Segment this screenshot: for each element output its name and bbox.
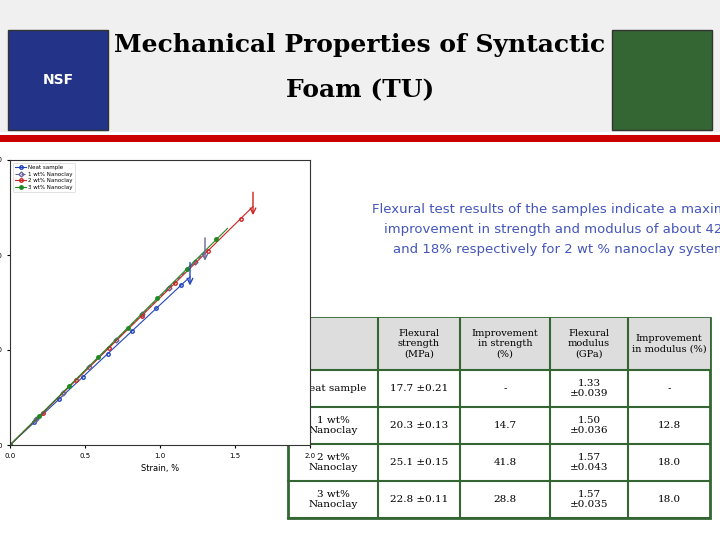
Text: -: - [503,384,507,393]
1 wt% Nanoclay [72,376,81,383]
2 wt% Nanoclay [76,373,84,380]
Text: 1.33
±0.039: 1.33 ±0.039 [570,379,608,398]
Neat sample [36,413,45,420]
Neat sample [67,385,76,392]
Neat sample [119,336,127,343]
2 wt% Nanoclay [68,381,76,388]
Neat sample [186,274,194,280]
3 wt% Nanoclay [142,306,150,313]
Text: 25.1 ±0.15: 25.1 ±0.15 [390,458,448,467]
1 wt% Nanoclay [68,380,77,386]
Neat sample [58,393,66,400]
Text: Neat sample: Neat sample [300,384,366,393]
Text: 3 wt%
Nanoclay: 3 wt% Nanoclay [308,490,358,509]
X-axis label: Strain, %: Strain, % [141,464,179,473]
Line: 2 wt% Nanoclay: 2 wt% Nanoclay [8,205,255,447]
Bar [612,30,712,130]
1 wt% Nanoclay [6,442,14,448]
Text: 14.7: 14.7 [493,421,516,430]
1 wt% Nanoclay [128,321,137,327]
Text: 18.0: 18.0 [657,495,680,504]
Text: -: - [667,384,671,393]
Text: 1.57
±0.035: 1.57 ±0.035 [570,490,608,509]
3 wt% Nanoclay [6,442,14,448]
Bar [0,135,720,142]
Text: Flexural
strength
(MPa): Flexural strength (MPa) [398,329,440,359]
1 wt% Nanoclay [55,393,64,399]
Line: 3 wt% Nanoclay: 3 wt% Nanoclay [8,227,229,447]
3 wt% Nanoclay [68,379,77,386]
Text: Mechanical Properties of Syntactic: Mechanical Properties of Syntactic [114,33,606,57]
Line: 1 wt% Nanoclay: 1 wt% Nanoclay [8,251,207,447]
Text: NSF: NSF [42,73,73,87]
Text: 20.3 ±0.13: 20.3 ±0.13 [390,421,448,430]
2 wt% Nanoclay [88,361,96,367]
Legend: Neat sample, 1 wt% Nanoclay, 2 wt% Nanoclay, 3 wt% Nanoclay: Neat sample, 1 wt% Nanoclay, 2 wt% Nanoc… [13,163,75,192]
3 wt% Nanoclay [42,405,51,411]
Text: Improvement
in strength
(%): Improvement in strength (%) [472,329,539,359]
Text: Flexural
modulus
(GPa): Flexural modulus (GPa) [568,329,610,359]
3 wt% Nanoclay [76,372,84,379]
Text: 12.8: 12.8 [657,421,680,430]
Text: Flexural test results of the samples indicate a maximum
improvement in strength : Flexural test results of the samples ind… [372,204,720,256]
Neat sample [63,388,72,394]
Text: 22.8 ±0.11: 22.8 ±0.11 [390,495,448,504]
2 wt% Nanoclay [248,203,257,210]
1 wt% Nanoclay [39,409,48,416]
Text: Improvement
in modulus (%): Improvement in modulus (%) [631,334,706,354]
2 wt% Nanoclay [6,442,14,448]
Bar [0,0,720,140]
3 wt% Nanoclay [61,387,70,393]
3 wt% Nanoclay [223,225,232,232]
2 wt% Nanoclay [84,365,93,372]
Text: 2 wt%
Nanoclay: 2 wt% Nanoclay [308,453,358,472]
Text: 17.7 ±0.21: 17.7 ±0.21 [390,384,448,393]
2 wt% Nanoclay [158,292,167,299]
Text: 1.50
±0.036: 1.50 ±0.036 [570,416,608,435]
Neat sample [51,399,60,406]
Bar [288,318,710,518]
Neat sample [6,442,14,448]
2 wt% Nanoclay [47,401,55,408]
Text: 1.57
±0.043: 1.57 ±0.043 [570,453,608,472]
3 wt% Nanoclay [79,368,88,375]
Bar [8,30,108,130]
Text: 41.8: 41.8 [493,458,516,467]
Line: Neat sample: Neat sample [8,275,192,447]
Bar [288,318,710,370]
1 wt% Nanoclay [62,386,71,393]
Text: 28.8: 28.8 [493,495,516,504]
Text: 1 wt%
Nanoclay: 1 wt% Nanoclay [308,416,358,435]
Text: 18.0: 18.0 [657,458,680,467]
Bar [0,132,720,135]
1 wt% Nanoclay [201,249,210,255]
Text: Foam (TU): Foam (TU) [286,78,434,102]
